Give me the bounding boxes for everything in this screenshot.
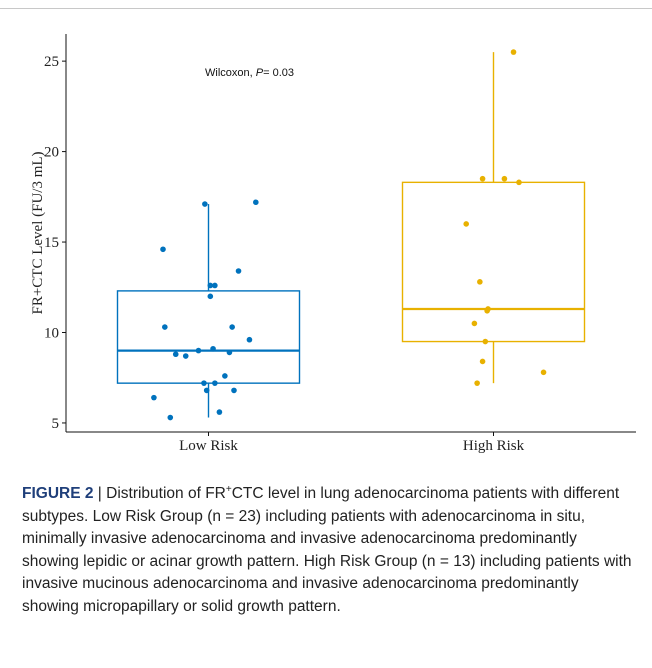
data-point (172, 351, 179, 358)
y-axis-title: FR+CTC Level (FU/3 mL) (30, 151, 46, 314)
data-point (463, 221, 470, 227)
data-point (203, 387, 210, 394)
data-point (229, 324, 235, 330)
y-tick-label: 10 (44, 326, 59, 342)
data-point (151, 394, 157, 401)
data-point (160, 246, 166, 253)
data-point (212, 282, 218, 289)
data-point (479, 358, 486, 365)
annotation-p-label: P (256, 67, 264, 79)
x-tick-label: Low Risk (179, 438, 238, 454)
annotation-p-value: = 0.03 (263, 67, 294, 79)
caption-superscript: + (225, 483, 232, 495)
data-point (195, 347, 202, 354)
data-point (501, 175, 508, 182)
y-tick-label: 20 (44, 145, 59, 161)
data-point (207, 293, 214, 300)
data-point (235, 268, 242, 274)
annotation-prefix: Wilcoxon, (205, 67, 256, 79)
data-point (485, 306, 491, 312)
data-point (202, 201, 208, 207)
caption-text-start: Distribution of FR (106, 485, 226, 502)
data-point (210, 345, 216, 352)
box-iqr (401, 181, 586, 343)
group-high-risk (401, 49, 586, 386)
box-iqr (116, 290, 301, 384)
wilcoxon-annotation: Wilcoxon, P= 0.03 (205, 67, 294, 79)
data-point (162, 324, 168, 330)
figure-caption: FIGURE 2 | Distribution of FR+CTC level … (22, 483, 634, 619)
data-point (540, 369, 547, 376)
data-point (231, 387, 237, 394)
caption-text-rest: CTC level in lung adenocarcinoma patient… (22, 485, 632, 615)
figure-label: FIGURE 2 (22, 485, 94, 502)
x-tick-label: High Risk (463, 438, 525, 454)
data-point (479, 175, 486, 182)
data-point (253, 199, 259, 206)
data-point (226, 349, 233, 356)
top-rule (0, 8, 652, 9)
data-point (167, 414, 174, 421)
data-point (222, 373, 228, 379)
data-point (216, 409, 223, 415)
data-point (471, 320, 478, 327)
group-low-risk (116, 199, 301, 421)
data-point (482, 338, 489, 345)
data-point (201, 380, 207, 386)
caption-separator: | (93, 485, 107, 502)
chart-marks (116, 49, 586, 421)
y-tick-label: 15 (44, 235, 59, 251)
data-point (477, 279, 483, 285)
data-point (474, 380, 480, 386)
data-point (207, 282, 214, 289)
y-tick-label: 25 (44, 54, 59, 70)
data-point (510, 49, 517, 55)
data-point (212, 380, 218, 386)
data-point (246, 336, 253, 343)
axes: 5 10 15 20 25 Low Risk High Risk FR+CTC Level (… (30, 34, 636, 454)
data-point (182, 353, 189, 359)
box-plot-chart: 5 10 15 20 25 Low Risk High Risk FR+CTC Level (… (30, 34, 636, 454)
y-tick-label: 5 (52, 416, 60, 432)
data-point (516, 179, 522, 186)
